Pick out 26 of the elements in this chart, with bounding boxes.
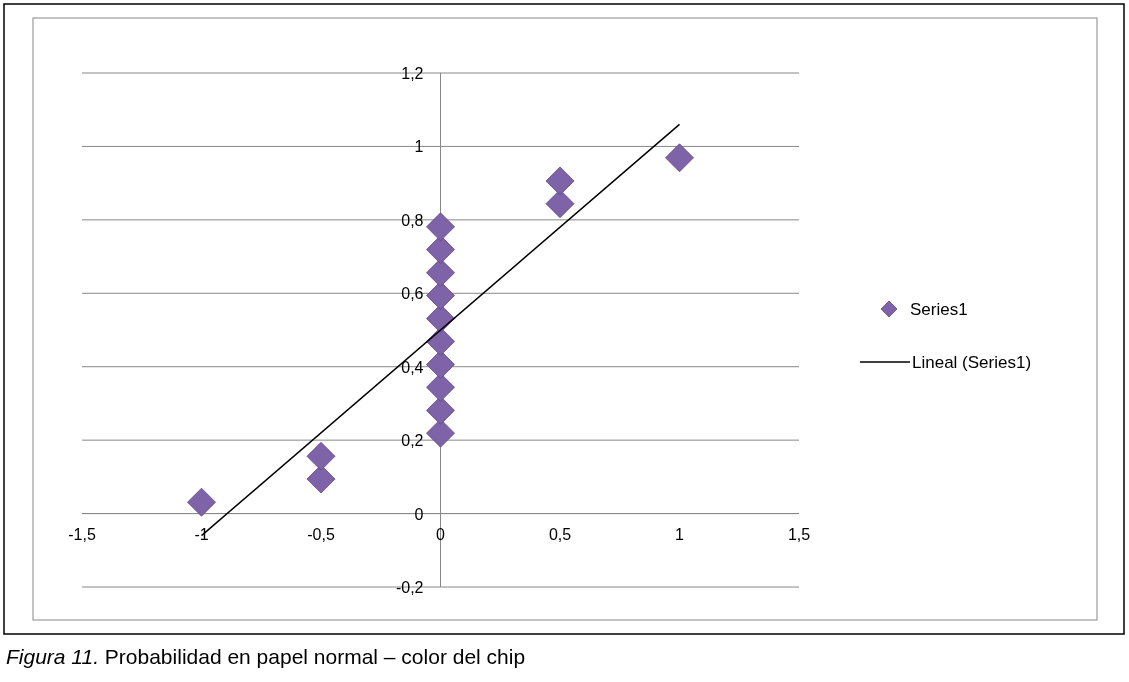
point	[426, 396, 455, 425]
x-tick-label: 0	[436, 525, 446, 543]
y-tick-label: 0,2	[401, 432, 424, 450]
text: Figura 11. Probabilidad en papel normal – color del chip	[6, 645, 526, 668]
y-tick-label: 0,4	[401, 358, 424, 376]
point	[426, 350, 455, 379]
x-tick-label: 0,5	[548, 525, 572, 543]
y-tick-label: 0,6	[401, 285, 424, 303]
point	[187, 487, 216, 517]
y-tick-label: -0,2	[395, 579, 424, 596]
point	[545, 189, 575, 219]
legend-label: Series1	[910, 300, 968, 319]
x-tick-label: -1	[194, 525, 209, 543]
y-tick-label: 0,8	[401, 211, 424, 229]
y-tick-label: 1,2	[401, 65, 424, 82]
legend-label: Lineal (Series1)	[912, 353, 1032, 372]
point	[665, 143, 694, 173]
point	[426, 212, 455, 242]
point	[306, 441, 336, 471]
y-tick-label: 0	[414, 505, 424, 523]
x-tick-label: -1,5	[68, 525, 96, 543]
x-tick-label: 1	[675, 525, 685, 543]
x-tick-label: 1,5	[787, 525, 811, 543]
point	[545, 166, 575, 196]
x-tick-label: -0,5	[307, 525, 335, 543]
y-tick-label: 1	[414, 138, 424, 156]
